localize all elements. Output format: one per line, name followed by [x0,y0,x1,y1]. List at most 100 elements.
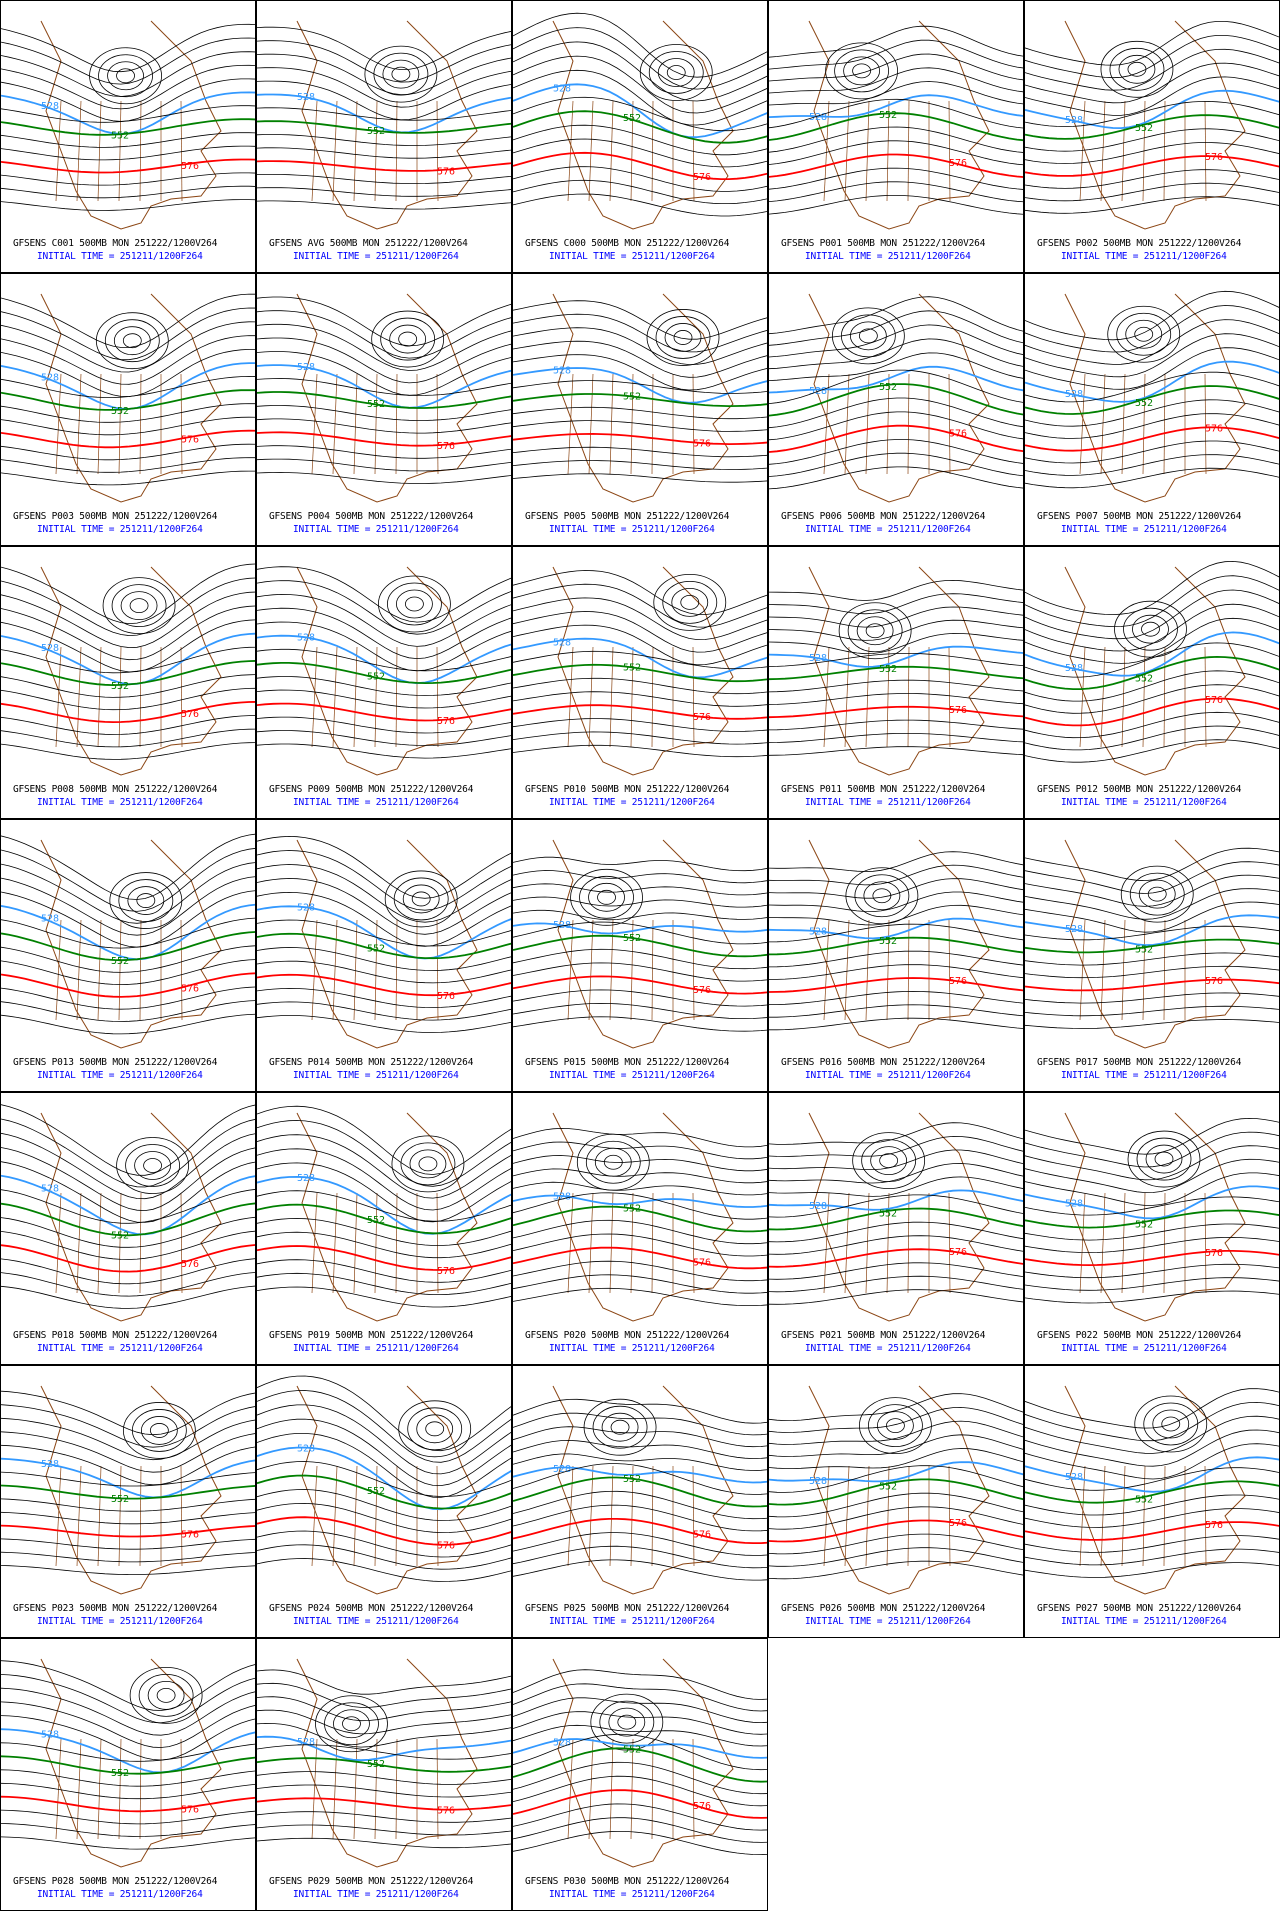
low-center-contour [680,594,700,610]
state-border [180,1738,183,1840]
low-center-contour [1152,1409,1190,1439]
low-center-contour [856,616,894,646]
height-contour [1025,1263,1279,1279]
height-contour [513,962,767,982]
height-contour [513,948,767,970]
low-center-contour [333,1709,370,1739]
caption-initial-time: INITIAL TIME = 251211/1200F264 [549,1070,715,1081]
height-contour [769,1262,1023,1280]
low-center-contour [825,42,899,100]
height-contour [769,1393,1023,1422]
state-border [692,373,695,475]
contour-576 [1025,978,1279,992]
caption-initial-time: INITIAL TIME = 251211/1200F264 [549,524,715,535]
height-contour [769,324,1023,358]
state-border [97,373,102,475]
height-contour [769,1275,1023,1293]
contour-528 [1,1174,255,1236]
height-contour [513,1412,767,1436]
caption-model-valid: GFSENS P025 500MB MON 251222/1200V264 [525,1603,730,1614]
contour-528 [513,922,767,935]
height-contour [257,445,511,459]
contour-label-576: 576 [437,1266,455,1277]
map-panel-p029: 528 552 576 GFSENS P029 500MB MON 251222/12… [256,1638,512,1911]
contour-552 [513,934,767,958]
state-border [651,919,654,1021]
state-border [609,100,614,202]
state-border [1163,1192,1166,1294]
height-contour [1,577,255,637]
caption-initial-time: INITIAL TIME = 251211/1200F264 [1061,1616,1227,1627]
contour-label-576: 576 [181,161,199,172]
low-center-contour [1120,865,1194,923]
height-contour [1025,128,1279,152]
caption-model-valid: GFSENS C000 500MB MON 251222/1200V264 [525,238,730,249]
contour-576 [257,973,511,997]
height-contour [769,195,1023,215]
state-border [567,1738,574,1840]
caption-model-valid: GFSENS P012 500MB MON 251222/1200V264 [1037,784,1242,795]
state-border [139,919,142,1021]
state-border [76,100,82,202]
contour-528 [769,917,1023,940]
contour-576 [1,1524,255,1538]
caption-model-valid: GFSENS P008 500MB MON 251222/1200V264 [13,784,218,795]
contour-528 [1,903,255,961]
height-contour [1025,1494,1279,1516]
caption-initial-time: INITIAL TIME = 251211/1200F264 [549,1343,715,1354]
height-contour [1025,603,1279,652]
low-center-contour [116,68,135,84]
contour-552 [257,932,511,960]
height-contour [1025,62,1279,104]
low-center-contour [570,868,643,926]
state-border [1100,1192,1106,1294]
state-border [907,1465,910,1567]
height-contour [257,648,511,672]
low-center-contour [402,884,440,914]
height-contour [1,132,255,148]
low-center-contour [136,893,156,908]
height-contour [769,1560,1023,1580]
state-border [823,100,830,202]
height-contour [513,1141,767,1160]
map-panel-p013: 528 552 576 GFSENS P013 500MB MON 251222/12… [0,819,256,1092]
height-contour [1,172,255,186]
state-border [1121,100,1126,202]
height-contour [513,27,767,90]
state-border [55,373,62,475]
contour-576 [513,432,767,446]
map-panel-p028: 528 552 576 GFSENS P028 500MB MON 251222/12… [0,1638,256,1911]
height-contour [1,470,255,486]
state-border [1142,373,1146,475]
height-contour [1,848,255,912]
contour-528 [1025,914,1279,947]
contour-map: 528 552 576 [1,1385,255,1595]
height-contour [513,1669,767,1700]
height-contour [513,1439,767,1460]
contour-label-576: 576 [1205,1520,1223,1531]
state-border [1204,100,1207,202]
height-contour [513,1274,767,1294]
low-center-contour [391,1135,465,1193]
caption-model-valid: GFSENS P028 500MB MON 251222/1200V264 [13,1876,218,1887]
height-contour [1,959,255,986]
state-border [97,919,102,1021]
state-border [1163,646,1166,748]
map-panel-p001: 528 552 576 GFSENS P001 500MB MON 251222/12… [768,0,1024,273]
low-center-contour [1100,40,1174,98]
low-center-contour [666,65,686,80]
contour-label-528: 528 [41,1730,59,1741]
low-center-contour [143,1158,162,1173]
state-border [1079,373,1086,475]
contour-576 [257,1516,511,1546]
low-center-contour [418,1156,438,1172]
state-border [630,373,634,475]
height-contour [257,850,511,911]
low-center-contour [405,596,424,612]
height-contour [1025,21,1279,66]
height-contour [1,1836,255,1850]
height-contour [513,650,767,670]
height-contour [769,39,1023,70]
low-center-contour [1109,47,1165,91]
height-contour [513,909,767,921]
